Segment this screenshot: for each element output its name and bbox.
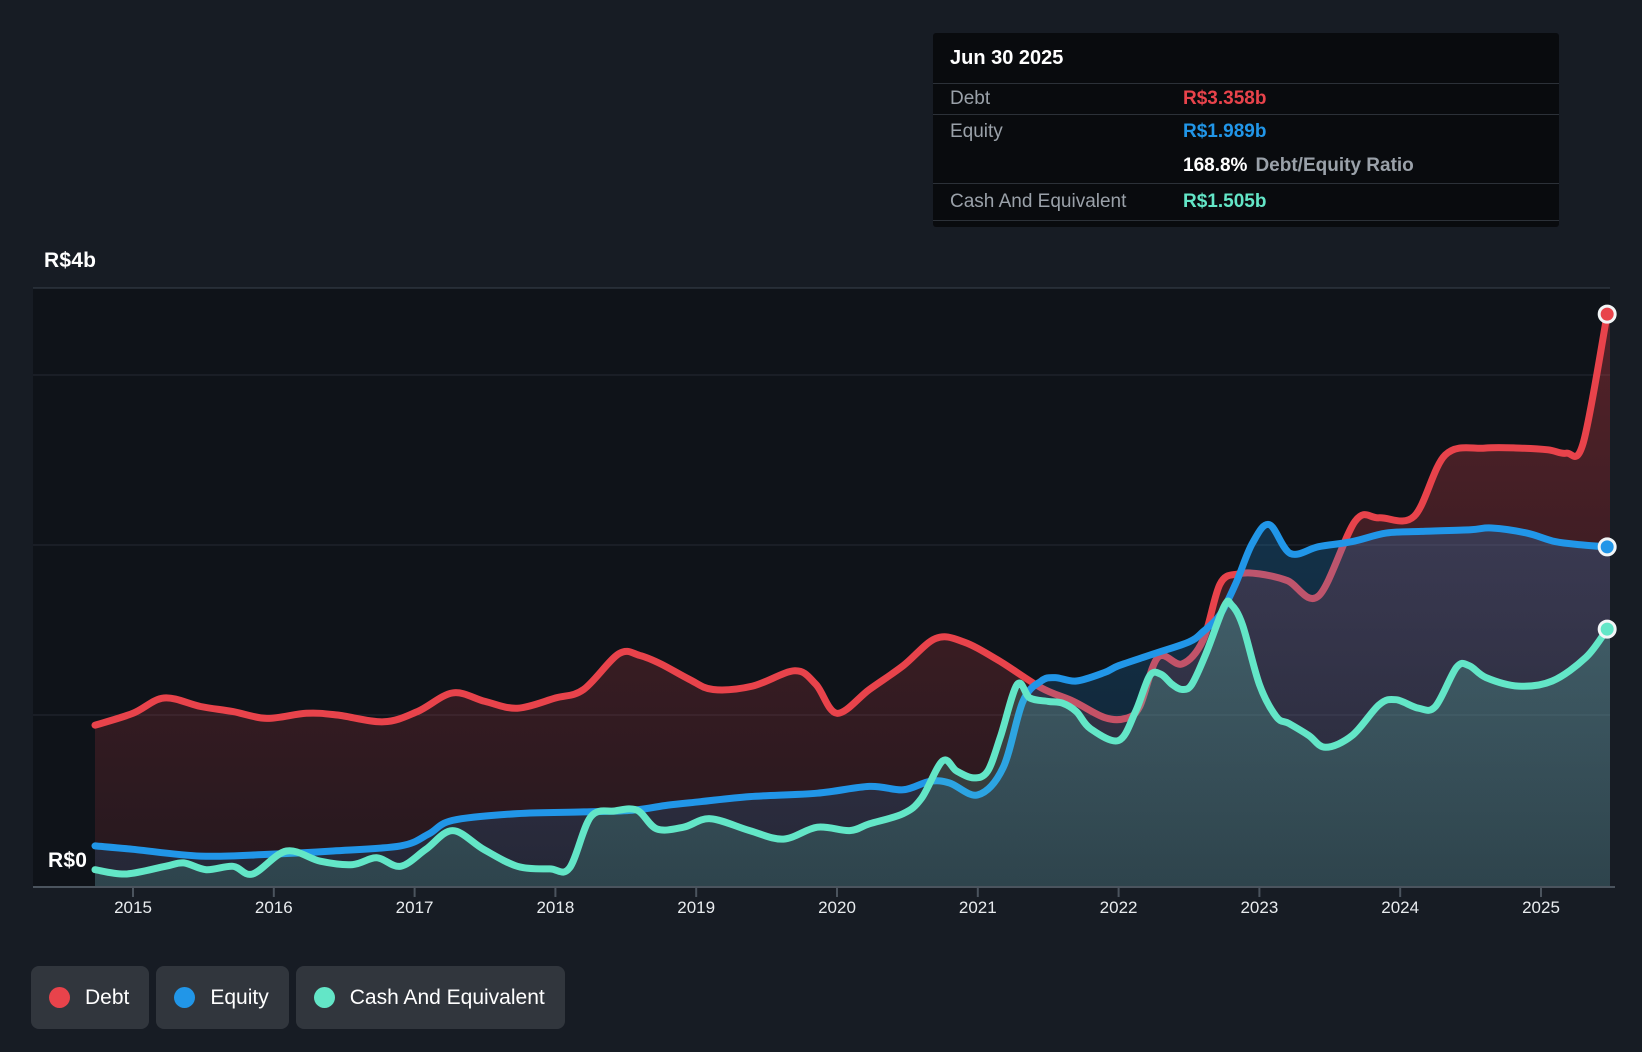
x-axis-label-2024: 2024 <box>1360 898 1440 918</box>
debt-end-marker[interactable] <box>1599 306 1615 322</box>
tooltip-ratio: 168.8% Debt/Equity Ratio <box>1183 155 1414 177</box>
legend-equity-label: Equity <box>210 986 268 1010</box>
legend-cash-label: Cash And Equivalent <box>350 986 545 1010</box>
debt-series-dot-icon <box>49 987 70 1008</box>
tooltip-row-ratio: 168.8% Debt/Equity Ratio <box>933 149 1559 183</box>
cash-and-equivalent-end-marker[interactable] <box>1599 621 1615 637</box>
cash-series-dot-icon <box>314 987 335 1008</box>
legend-debt-label: Debt <box>85 986 129 1010</box>
chart-legend: Debt Equity Cash And Equivalent <box>31 966 565 1029</box>
tooltip-ratio-label: Debt/Equity Ratio <box>1255 155 1413 176</box>
y-axis-label-max: R$4b <box>44 249 96 273</box>
x-axis-label-2025: 2025 <box>1501 898 1581 918</box>
x-axis-label-2019: 2019 <box>656 898 736 918</box>
legend-item-equity[interactable]: Equity <box>156 966 288 1029</box>
tooltip-debt-value: R$3.358b <box>1183 88 1266 110</box>
tooltip-debt-label: Debt <box>950 88 1183 110</box>
x-axis-label-2017: 2017 <box>375 898 455 918</box>
equity-end-marker[interactable] <box>1599 539 1615 555</box>
x-axis-label-2016: 2016 <box>234 898 314 918</box>
tooltip-row-debt: Debt R$3.358b <box>933 83 1559 114</box>
x-axis-label-2022: 2022 <box>1079 898 1159 918</box>
tooltip-equity-label: Equity <box>950 121 1183 143</box>
tooltip-row-equity: Equity R$1.989b <box>933 114 1559 149</box>
x-axis-label-2018: 2018 <box>515 898 595 918</box>
x-axis-label-2023: 2023 <box>1219 898 1299 918</box>
tooltip-cash-label: Cash And Equivalent <box>950 191 1183 213</box>
y-axis-label-zero: R$0 <box>48 849 87 873</box>
x-axis-label-2015: 2015 <box>93 898 173 918</box>
equity-series-dot-icon <box>174 987 195 1008</box>
legend-item-cash[interactable]: Cash And Equivalent <box>296 966 565 1029</box>
tooltip-date: Jun 30 2025 <box>933 33 1559 83</box>
tooltip-equity-value: R$1.989b <box>1183 121 1266 143</box>
x-axis-label-2020: 2020 <box>797 898 877 918</box>
tooltip-ratio-value: 168.8% <box>1183 155 1247 176</box>
chart-tooltip: Jun 30 2025 Debt R$3.358b Equity R$1.989… <box>933 33 1559 227</box>
tooltip-cash-value: R$1.505b <box>1183 191 1266 213</box>
debt-equity-history-page: R$4b R$0 2015 2016 2017 2018 2019 2020 2021 202… <box>0 0 1642 1052</box>
legend-item-debt[interactable]: Debt <box>31 966 149 1029</box>
tooltip-row-cash: Cash And Equivalent R$1.505b <box>933 183 1559 221</box>
x-axis-label-2021: 2021 <box>938 898 1018 918</box>
